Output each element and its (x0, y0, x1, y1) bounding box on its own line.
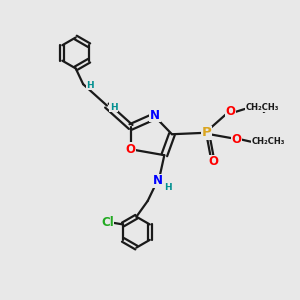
Text: O: O (125, 143, 135, 156)
Text: CH₂CH₃: CH₂CH₃ (245, 103, 279, 112)
Text: H: H (110, 103, 117, 112)
Text: Cl: Cl (101, 217, 114, 230)
Text: ethyl: ethyl (245, 104, 272, 113)
Text: H: H (86, 81, 94, 90)
Text: O: O (208, 155, 219, 168)
Text: N: N (152, 174, 163, 187)
Text: O: O (232, 133, 242, 146)
Text: N: N (150, 109, 160, 122)
Text: O: O (226, 105, 236, 119)
Text: CH₂CH₃: CH₂CH₃ (252, 136, 285, 146)
Text: P: P (201, 126, 211, 139)
Text: H: H (164, 183, 172, 192)
